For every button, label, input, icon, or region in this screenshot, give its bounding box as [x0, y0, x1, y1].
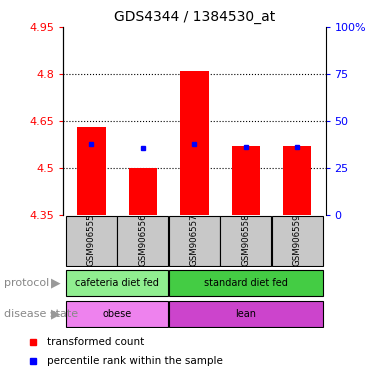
Text: GSM906558: GSM906558 [241, 214, 250, 266]
FancyBboxPatch shape [118, 215, 169, 266]
Text: ▶: ▶ [51, 308, 61, 320]
Text: GSM906555: GSM906555 [87, 214, 96, 266]
FancyBboxPatch shape [66, 301, 169, 327]
Text: lean: lean [235, 309, 256, 319]
Text: standard diet fed: standard diet fed [204, 278, 288, 288]
Text: GSM906556: GSM906556 [138, 214, 147, 266]
Bar [232, 146, 260, 215]
Bar [129, 168, 157, 215]
FancyBboxPatch shape [169, 215, 220, 266]
Bar [77, 127, 106, 215]
FancyBboxPatch shape [272, 215, 323, 266]
FancyBboxPatch shape [169, 301, 323, 327]
FancyBboxPatch shape [66, 270, 169, 296]
Text: GSM906559: GSM906559 [293, 214, 302, 266]
Text: GSM906557: GSM906557 [190, 214, 199, 266]
FancyBboxPatch shape [169, 270, 323, 296]
Bar [180, 71, 208, 215]
Title: GDS4344 / 1384530_at: GDS4344 / 1384530_at [114, 10, 275, 25]
Text: obese: obese [103, 309, 132, 319]
Text: transformed count: transformed count [47, 337, 144, 347]
Text: cafeteria diet fed: cafeteria diet fed [75, 278, 159, 288]
Text: ▶: ▶ [51, 277, 61, 290]
Text: disease state: disease state [4, 309, 78, 319]
Text: protocol: protocol [4, 278, 49, 288]
FancyBboxPatch shape [220, 215, 271, 266]
Bar [283, 146, 311, 215]
FancyBboxPatch shape [66, 215, 117, 266]
Text: percentile rank within the sample: percentile rank within the sample [47, 356, 223, 366]
